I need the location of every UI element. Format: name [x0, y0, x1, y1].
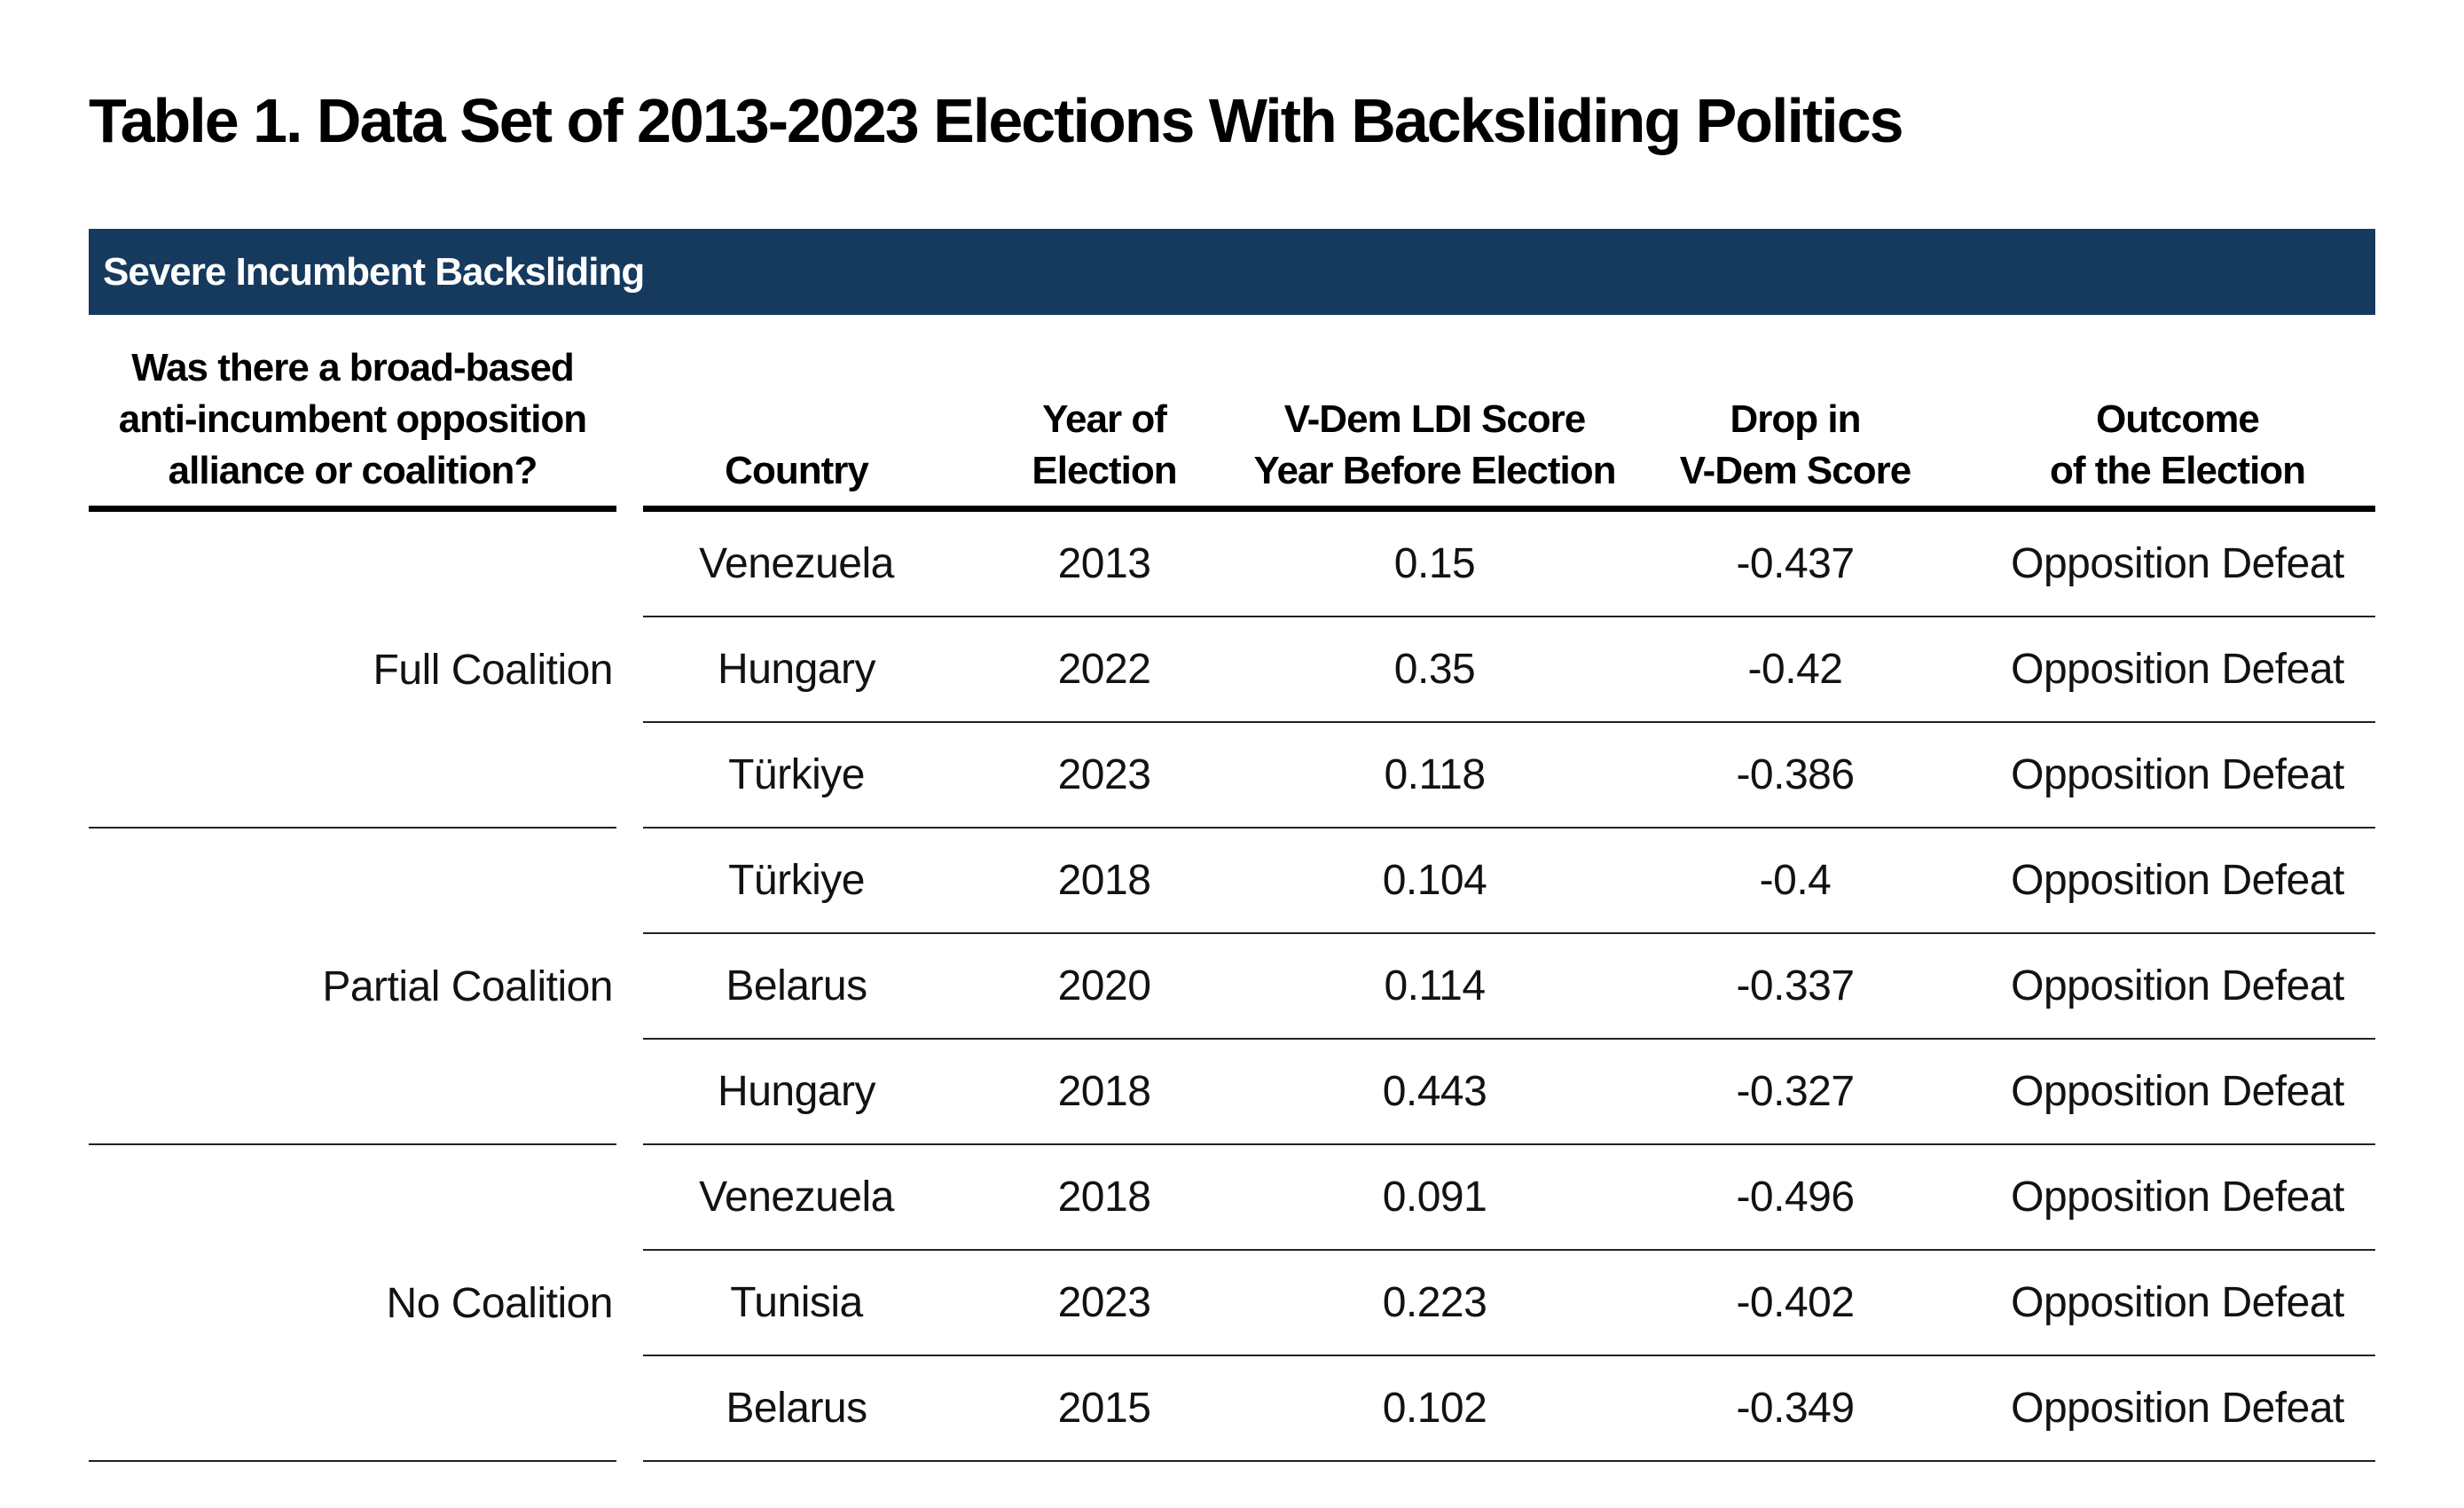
cell-country: Belarus [726, 1385, 867, 1432]
cell-year: 2018 [1057, 857, 1151, 904]
cell-year: 2022 [1057, 646, 1151, 693]
column-gap [616, 346, 643, 512]
header-question-column: Was there a broad-based anti-incumbent o… [89, 346, 616, 512]
header-drop: Drop in V-Dem Score [1611, 346, 1980, 506]
cell-drop: -0.4 [1759, 857, 1832, 904]
group-label-cell [89, 829, 616, 934]
table-row: Full Coalition Hungary 2022 0.35 -0.42 O… [89, 617, 2375, 723]
cell-year: 2015 [1057, 1385, 1151, 1432]
header-country: Country [643, 346, 950, 506]
cell-ldi: 0.118 [1384, 751, 1486, 798]
cell-drop: -0.337 [1736, 962, 1855, 1009]
cell-country: Venezuela [699, 1174, 894, 1221]
cell-outcome: Opposition Defeat [2011, 1174, 2344, 1221]
cell-ldi: 0.443 [1382, 1068, 1487, 1115]
table-row: Belarus 2015 0.102 -0.349 Opposition Def… [89, 1356, 2375, 1462]
cell-outcome: Opposition Defeat [2011, 646, 2344, 693]
cell-outcome: Opposition Defeat [2011, 1279, 2344, 1326]
cell-ldi: 0.091 [1382, 1174, 1487, 1221]
cell-country: Venezuela [699, 540, 894, 587]
cell-drop: -0.349 [1736, 1385, 1855, 1432]
cell-drop: -0.42 [1747, 646, 1843, 693]
header-outcome-line1: Outcome [2096, 397, 2260, 441]
group-label-cell: Partial Coalition [89, 934, 616, 1040]
table-title: Table 1. Data Set of 2013-2023 Elections… [89, 86, 1904, 155]
header-ldi-line2: Year Before Election [1253, 449, 1617, 492]
header-country-label: Country [725, 449, 869, 492]
group-label-full-coalition: Full Coalition [373, 647, 614, 694]
header-year-line1: Year of [1042, 397, 1167, 441]
table-row: Venezuela 2018 0.091 -0.496 Opposition D… [89, 1145, 2375, 1251]
header-question-line2: anti-incumbent opposition [118, 397, 587, 441]
cell-year: 2020 [1057, 962, 1151, 1009]
table-row: Venezuela 2013 0.15 -0.437 Opposition De… [89, 512, 2375, 617]
cell-year: 2023 [1057, 1279, 1151, 1326]
cell-country: Hungary [718, 646, 875, 693]
cell-country: Belarus [726, 962, 867, 1009]
cell-drop: -0.437 [1736, 540, 1855, 587]
cell-drop: -0.402 [1736, 1279, 1855, 1326]
header-ldi-score: V-Dem LDI Score Year Before Election [1254, 346, 1617, 506]
group-label-partial-coalition: Partial Coalition [322, 963, 613, 1010]
cell-ldi: 0.104 [1382, 857, 1487, 904]
header-data-columns: Country Year of Election V-Dem LDI Score… [643, 346, 2375, 512]
cell-country: Hungary [718, 1068, 875, 1115]
cell-ldi: 0.102 [1382, 1385, 1487, 1432]
table-row: Türkiye 2023 0.118 -0.386 Opposition Def… [89, 723, 2375, 829]
cell-drop: -0.327 [1736, 1068, 1855, 1115]
cell-ldi: 0.114 [1384, 962, 1486, 1009]
cell-ldi: 0.223 [1382, 1279, 1487, 1326]
cell-year: 2023 [1057, 751, 1151, 798]
header-outcome: Outcome of the Election [1980, 346, 2375, 506]
cell-country: Türkiye [728, 751, 865, 798]
header-outcome-line2: of the Election [2049, 449, 2306, 492]
cell-outcome: Opposition Defeat [2011, 857, 2344, 904]
cell-drop: -0.496 [1736, 1174, 1855, 1221]
group-label-cell [89, 512, 616, 617]
data-table: Was there a broad-based anti-incumbent o… [89, 346, 2375, 1462]
group-label-cell: Full Coalition [89, 617, 616, 723]
header-question-line1: Was there a broad-based [131, 346, 575, 389]
cell-outcome: Opposition Defeat [2011, 751, 2344, 798]
cell-outcome: Opposition Defeat [2011, 962, 2344, 1009]
section-header-bar: Severe Incumbent Backsliding [89, 229, 2375, 315]
group-label-cell [89, 1145, 616, 1251]
cell-outcome: Opposition Defeat [2011, 1068, 2344, 1115]
cell-country: Türkiye [728, 857, 865, 904]
table-header-row: Was there a broad-based anti-incumbent o… [89, 346, 2375, 512]
group-label-cell: No Coalition [89, 1251, 616, 1356]
cell-country: Tunisia [730, 1279, 863, 1326]
group-label-cell [89, 1040, 616, 1145]
section-header-label: Severe Incumbent Backsliding [103, 249, 645, 294]
cell-ldi: 0.15 [1393, 540, 1476, 587]
cell-outcome: Opposition Defeat [2011, 540, 2344, 587]
header-drop-line1: Drop in [1730, 397, 1862, 441]
cell-outcome: Opposition Defeat [2011, 1385, 2344, 1432]
group-label-no-coalition: No Coalition [386, 1280, 614, 1327]
cell-ldi: 0.35 [1393, 646, 1476, 693]
cell-drop: -0.386 [1736, 751, 1855, 798]
cell-year: 2013 [1057, 540, 1151, 587]
header-question-line3: alliance or coalition? [168, 449, 538, 492]
table-row: Türkiye 2018 0.104 -0.4 Opposition Defea… [89, 829, 2375, 934]
table-row: Partial Coalition Belarus 2020 0.114 -0.… [89, 934, 2375, 1040]
header-drop-line2: V-Dem Score [1679, 449, 1911, 492]
cell-year: 2018 [1057, 1068, 1151, 1115]
cell-year: 2018 [1057, 1174, 1151, 1221]
header-year-line2: Election [1032, 449, 1177, 492]
table-row: Hungary 2018 0.443 -0.327 Opposition Def… [89, 1040, 2375, 1145]
group-label-cell [89, 723, 616, 829]
table-row: No Coalition Tunisia 2023 0.223 -0.402 O… [89, 1251, 2375, 1356]
group-label-cell [89, 1356, 616, 1462]
header-ldi-line1: V-Dem LDI Score [1283, 397, 1587, 441]
header-year: Year of Election [950, 346, 1259, 506]
